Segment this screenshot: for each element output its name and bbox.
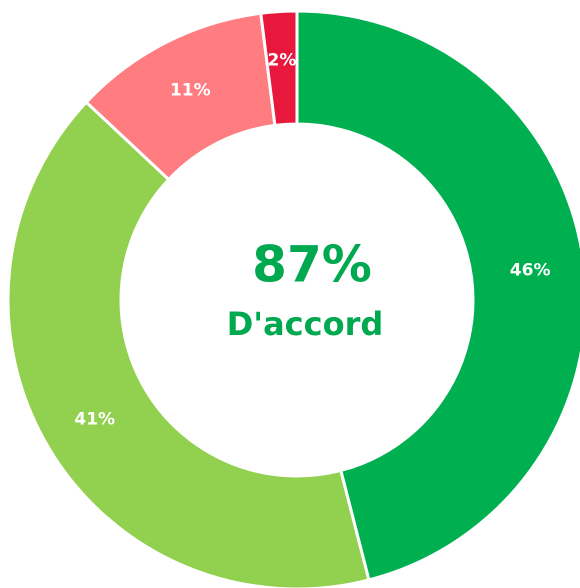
slice	[6, 100, 371, 588]
value-label: 46%	[510, 261, 551, 281]
value-label: 11%	[170, 81, 211, 101]
center-subtitle: D'accord	[227, 305, 384, 343]
slice	[295, 9, 580, 582]
value-label: 41%	[74, 410, 115, 430]
value-label: 2%	[267, 50, 296, 70]
center-title: 87%	[252, 236, 372, 294]
slice	[259, 9, 299, 128]
